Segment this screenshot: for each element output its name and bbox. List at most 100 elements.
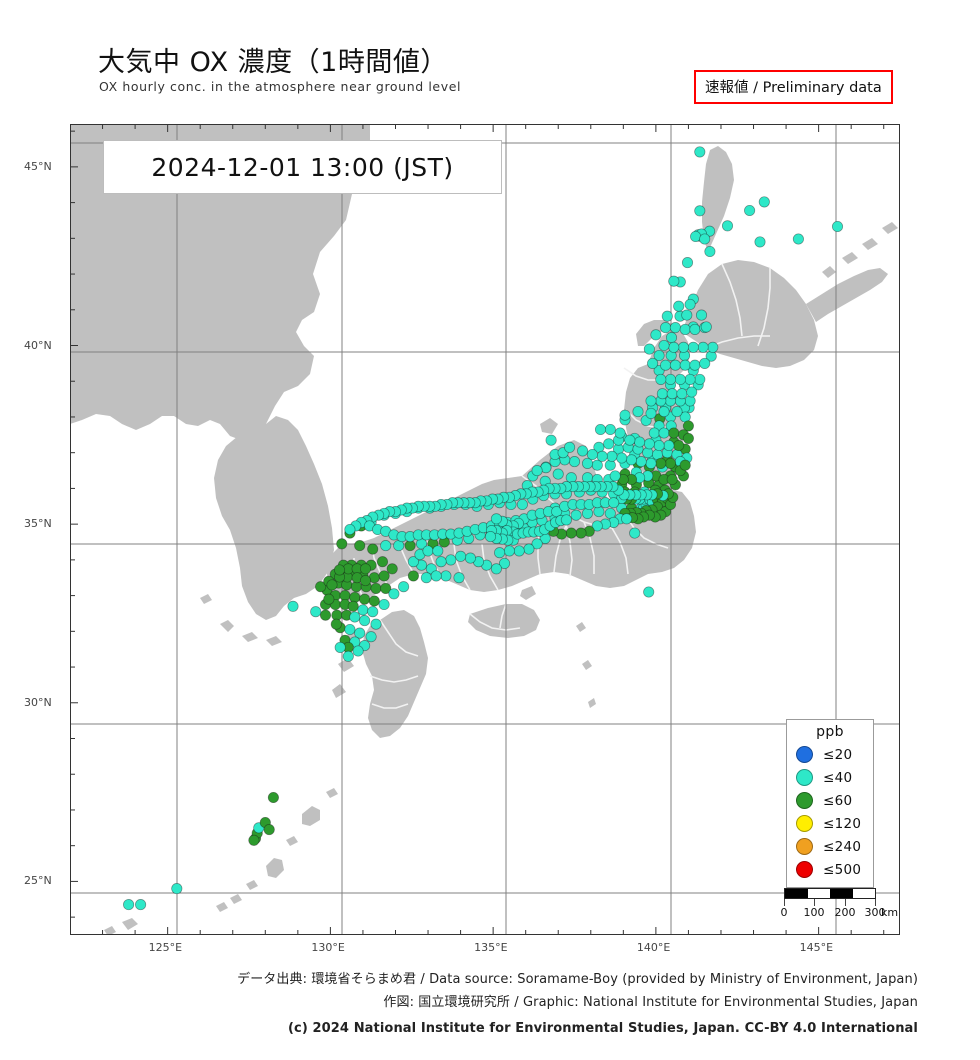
station-marker[interactable] <box>498 557 511 569</box>
station-marker[interactable] <box>831 220 844 233</box>
station-marker[interactable] <box>668 427 680 439</box>
station-marker[interactable] <box>464 552 476 564</box>
station-marker[interactable] <box>694 373 706 385</box>
station-marker[interactable] <box>334 641 346 653</box>
station-marker[interactable] <box>668 275 680 287</box>
station-marker[interactable] <box>625 454 638 466</box>
station-marker[interactable] <box>679 359 691 371</box>
station-marker[interactable] <box>665 332 678 344</box>
station-marker[interactable] <box>695 309 708 321</box>
station-marker[interactable] <box>679 323 691 335</box>
station-marker[interactable] <box>632 406 644 418</box>
station-marker[interactable] <box>647 357 659 369</box>
station-marker[interactable] <box>645 395 657 407</box>
station-marker[interactable] <box>653 439 665 452</box>
station-marker[interactable] <box>596 450 608 462</box>
station-marker[interactable] <box>531 538 543 550</box>
station-marker[interactable] <box>445 554 457 566</box>
station-marker[interactable] <box>629 527 641 539</box>
station-marker[interactable] <box>699 357 711 369</box>
station-marker[interactable] <box>699 233 711 245</box>
station-marker[interactable] <box>359 563 372 575</box>
station-marker[interactable] <box>792 233 804 245</box>
station-marker[interactable] <box>310 606 322 618</box>
station-marker[interactable] <box>721 220 734 232</box>
station-marker[interactable] <box>684 298 696 310</box>
station-marker[interactable] <box>135 899 147 911</box>
station-markers[interactable] <box>123 146 844 911</box>
station-marker[interactable] <box>645 407 657 419</box>
station-marker[interactable] <box>621 513 633 525</box>
station-marker[interactable] <box>758 196 770 208</box>
station-marker[interactable] <box>677 341 690 353</box>
station-marker[interactable] <box>681 257 694 269</box>
station-marker[interactable] <box>440 570 452 582</box>
station-marker[interactable] <box>664 457 677 469</box>
station-marker[interactable] <box>560 514 572 526</box>
station-marker[interactable] <box>656 388 668 400</box>
station-marker[interactable] <box>744 204 756 217</box>
station-marker[interactable] <box>380 540 392 552</box>
station-marker[interactable] <box>645 457 657 469</box>
station-marker[interactable] <box>666 388 678 400</box>
station-marker[interactable] <box>679 459 691 471</box>
station-marker[interactable] <box>359 593 371 605</box>
station-marker[interactable] <box>359 615 371 627</box>
station-marker[interactable] <box>591 520 603 532</box>
station-marker[interactable] <box>669 322 681 334</box>
station-marker[interactable] <box>653 349 665 362</box>
station-marker[interactable] <box>344 523 356 536</box>
station-marker[interactable] <box>490 563 502 575</box>
station-marker[interactable] <box>684 373 696 385</box>
station-marker[interactable] <box>422 545 434 557</box>
station-marker[interactable] <box>697 341 709 353</box>
station-marker[interactable] <box>551 506 563 518</box>
station-marker[interactable] <box>263 824 275 836</box>
station-marker[interactable] <box>594 423 607 436</box>
station-marker[interactable] <box>660 322 672 334</box>
station-marker[interactable] <box>359 575 372 587</box>
station-marker[interactable] <box>635 456 647 468</box>
station-marker[interactable] <box>287 600 299 612</box>
station-marker[interactable] <box>333 564 346 576</box>
station-marker[interactable] <box>694 146 706 158</box>
station-marker[interactable] <box>484 531 497 543</box>
station-marker[interactable] <box>674 373 686 385</box>
station-marker[interactable] <box>545 434 557 446</box>
station-marker[interactable] <box>523 543 535 555</box>
station-marker[interactable] <box>407 570 419 582</box>
station-marker[interactable] <box>606 450 618 462</box>
station-marker[interactable] <box>347 600 359 612</box>
station-marker[interactable] <box>354 627 366 639</box>
station-marker[interactable] <box>643 586 655 598</box>
station-marker[interactable] <box>624 434 636 446</box>
station-marker[interactable] <box>503 545 515 557</box>
station-marker[interactable] <box>367 543 379 555</box>
station-marker[interactable] <box>668 341 680 353</box>
station-marker[interactable] <box>453 572 465 584</box>
station-marker[interactable] <box>344 623 356 636</box>
station-marker[interactable] <box>531 465 543 477</box>
station-marker[interactable] <box>455 550 467 562</box>
station-marker[interactable] <box>609 470 621 482</box>
station-marker[interactable] <box>673 300 685 312</box>
station-marker[interactable] <box>386 563 398 575</box>
station-marker[interactable] <box>689 359 701 371</box>
station-marker[interactable] <box>671 406 683 418</box>
station-marker[interactable] <box>704 245 716 258</box>
station-marker[interactable] <box>513 545 525 557</box>
station-marker[interactable] <box>315 581 327 593</box>
station-marker[interactable] <box>614 427 626 439</box>
station-marker[interactable] <box>664 373 677 385</box>
station-marker[interactable] <box>660 359 672 371</box>
station-marker[interactable] <box>564 441 576 453</box>
station-marker[interactable] <box>669 359 681 371</box>
station-marker[interactable] <box>430 570 442 582</box>
station-marker[interactable] <box>352 645 364 657</box>
station-marker[interactable] <box>707 341 719 353</box>
station-marker[interactable] <box>604 423 616 436</box>
station-marker[interactable] <box>370 582 382 594</box>
station-marker[interactable] <box>581 457 594 469</box>
station-marker[interactable] <box>342 650 354 662</box>
station-marker[interactable] <box>367 606 379 618</box>
